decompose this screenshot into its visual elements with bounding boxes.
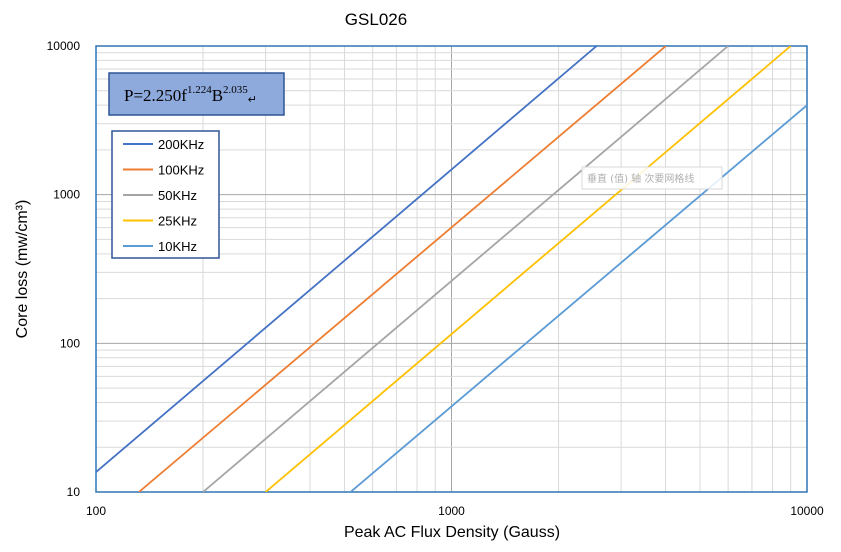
x-axis-label: Peak AC Flux Density (Gauss)	[344, 524, 560, 541]
formula-prefix: P=2.250f	[124, 86, 187, 105]
series-lines	[96, 46, 807, 492]
y-tick-label: 1000	[53, 188, 80, 202]
legend-label-10KHz: 10KHz	[158, 239, 197, 254]
formula-mid: B	[212, 86, 223, 105]
legend: 200KHz 100KHz 50KHz 25KHz 10KHz	[111, 130, 220, 259]
series-line-25KHz	[265, 46, 792, 492]
y-tick-label: 10000	[47, 39, 81, 53]
series-line-10KHz	[349, 104, 807, 492]
grid	[96, 46, 807, 492]
x-tick-label: 100	[86, 504, 106, 518]
formula-return-mark: ↵	[248, 94, 257, 106]
formula-f-exponent: 1.224	[187, 84, 212, 96]
legend-label-25KHz: 25KHz	[158, 214, 197, 229]
y-axis-label: Core loss (mw/cm³)	[14, 200, 31, 339]
plot-area	[95, 45, 808, 493]
legend-label-200KHz: 200KHz	[158, 137, 204, 152]
formula-b-exponent: 2.035	[223, 84, 248, 96]
y-tick-label: 100	[60, 336, 80, 350]
formula-box: P=2.250f1.224B2.035↵	[108, 72, 285, 116]
x-tick-label: 10000	[790, 504, 824, 518]
series-line-100KHz	[138, 46, 667, 492]
svg-text:P=2.250f1.224B2.035↵: P=2.250f1.224B2.035↵	[124, 84, 257, 106]
tick-labels: 100 1000 10000 10 100 1000 10000	[47, 39, 824, 518]
series-line-50KHz	[202, 46, 729, 492]
series-line-200KHz	[96, 46, 598, 473]
legend-label-50KHz: 50KHz	[158, 188, 197, 203]
watermark-text: 垂直 (值) 轴 次要网格线	[587, 172, 694, 185]
legend-label-100KHz: 100KHz	[158, 163, 204, 178]
watermark: 垂直 (值) 轴 次要网格线	[581, 166, 723, 190]
y-tick-label: 10	[67, 485, 81, 499]
x-tick-label: 1000	[438, 504, 465, 518]
chart-title: GSL026	[345, 10, 407, 29]
